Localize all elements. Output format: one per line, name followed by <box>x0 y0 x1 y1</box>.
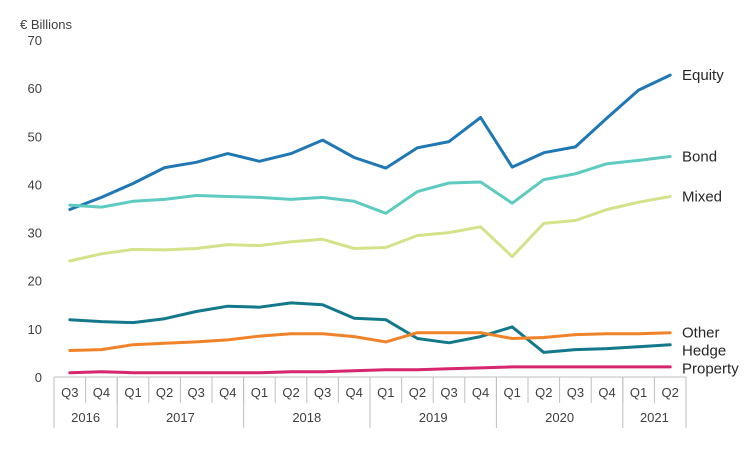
y-tick-label: 70 <box>28 33 42 48</box>
x-tick-label: Q1 <box>377 385 394 400</box>
series-line-hedge <box>68 301 672 354</box>
series-lines <box>68 73 672 375</box>
year-label: 2017 <box>166 410 195 425</box>
y-tick-label: 10 <box>28 322 42 337</box>
y-axis-ticks: 0 10 20 30 40 50 60 70 <box>28 33 42 385</box>
x-tick-label: Q2 <box>156 385 173 400</box>
x-tick-label: Q4 <box>346 385 363 400</box>
year-label: 2020 <box>545 410 574 425</box>
x-tick-label: Q4 <box>93 385 110 400</box>
series-label-property: Property <box>682 361 739 378</box>
x-tick-label: Q4 <box>472 385 489 400</box>
series-line-other <box>68 331 672 352</box>
x-tick-label: Q3 <box>188 385 205 400</box>
x-tick-label: Q1 <box>251 385 268 400</box>
series-label-bond: Bond <box>682 149 717 166</box>
x-axis: Q3 Q4 Q1 Q2 Q3 Q4 Q1 Q2 Q3 Q4 Q1 Q2 Q3 Q4 Q1 Q2 Q3 Q4 Q1 Q2… <box>53 376 687 428</box>
y-tick-label: 50 <box>28 129 42 144</box>
series-label-equity: Equity <box>682 67 724 84</box>
x-tick-label: Q1 <box>504 385 521 400</box>
series-line-mixed <box>68 195 672 263</box>
x-tick-label: Q2 <box>282 385 299 400</box>
series-line-property <box>68 365 672 375</box>
series-line-equity <box>68 73 672 211</box>
x-tick-label: Q4 <box>219 385 236 400</box>
y-tick-label: 30 <box>28 226 42 241</box>
x-tick-label: Q3 <box>440 385 457 400</box>
y-tick-label: 40 <box>28 177 42 192</box>
x-tick-label: Q3 <box>314 385 331 400</box>
x-tick-label: Q2 <box>409 385 426 400</box>
x-tick-label: Q1 <box>630 385 647 400</box>
year-label: 2016 <box>71 410 100 425</box>
year-label: 2021 <box>640 410 669 425</box>
y-tick-label: 60 <box>28 81 42 96</box>
series-label-other: Other <box>682 325 720 342</box>
x-tick-label: Q1 <box>124 385 141 400</box>
year-label: 2018 <box>292 410 321 425</box>
x-tick-label: Q2 <box>535 385 552 400</box>
y-axis-label: € Billions <box>20 17 73 32</box>
x-tick-label: Q2 <box>662 385 679 400</box>
x-tick-label: Q3 <box>61 385 78 400</box>
x-tick-label: Q3 <box>567 385 584 400</box>
x-tick-label: Q4 <box>598 385 615 400</box>
series-label-hedge: Hedge <box>682 343 726 360</box>
y-tick-label: 0 <box>35 370 42 385</box>
year-label: 2019 <box>419 410 448 425</box>
series-label-mixed: Mixed <box>682 188 722 205</box>
y-tick-label: 20 <box>28 274 42 289</box>
series-line-bond <box>68 155 672 215</box>
